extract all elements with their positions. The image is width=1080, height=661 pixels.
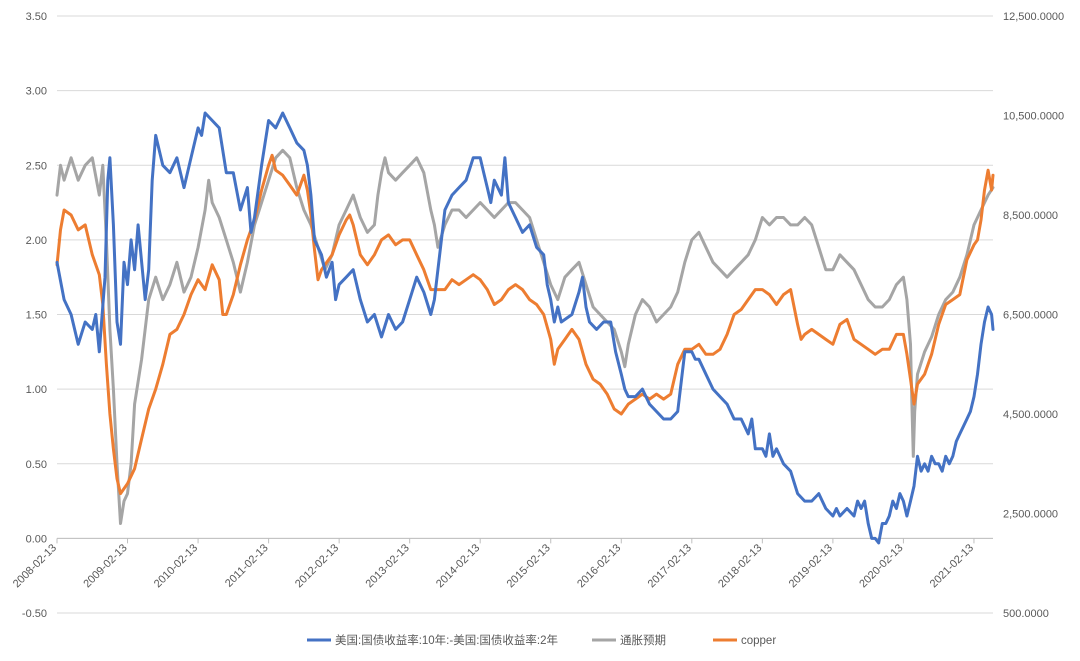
x-tick-label: 2013-02-13: [364, 542, 412, 590]
left-tick-label: 2.00: [26, 235, 47, 247]
x-tick-label: 2012-02-13: [293, 542, 341, 590]
x-tick-label: 2015-02-13: [505, 542, 553, 590]
series-lines: [55, 111, 995, 545]
right-tick-label: 2,500.0000: [1003, 509, 1058, 521]
series-line-0: [55, 111, 995, 545]
right-tick-label: 12,500.0000: [1003, 11, 1064, 23]
gridlines: [56, 15, 993, 614]
right-tick-label: 6,500.0000: [1003, 310, 1058, 322]
x-tick-label: 2008-02-13: [11, 542, 59, 590]
right-tick-label: 10,500.0000: [1003, 111, 1064, 123]
x-tick-label: 2019-02-13: [787, 542, 835, 590]
legend-label: 美国:国债收益率:10年:-美国:国债收益率:2年: [335, 633, 558, 647]
series-line-1: [55, 148, 995, 525]
x-axis-ticks: 2008-02-13 2009-02-13 2010-02-13 2011-02-13…: [11, 542, 976, 590]
left-axis-ticks: -0.50 0.00 0.50 1.00 1.50 2.00 2.50 3.00 3.50: [22, 11, 47, 620]
right-axis-ticks: 500.0000 2,500.0000 4,500.0000 6,500.0000 8,…: [1003, 11, 1064, 620]
x-tick-label: 2011-02-13: [223, 542, 271, 590]
left-tick-label: -0.50: [22, 608, 47, 620]
x-tick-label: 2020-02-13: [857, 542, 905, 590]
x-tick-label: 2021-02-13: [928, 542, 976, 590]
legend: 美国:国债收益率:10年:-美国:国债收益率:2年 通胀预期 copper: [307, 633, 776, 647]
right-tick-label: 8,500.0000: [1003, 210, 1058, 222]
left-tick-label: 1.50: [26, 310, 47, 322]
x-tick-label: 2009-02-13: [81, 542, 129, 590]
x-tick-label: 2016-02-13: [575, 542, 623, 590]
x-tick-label: 2018-02-13: [716, 542, 764, 590]
left-tick-label: 1.00: [26, 384, 47, 396]
x-tick-label: 2010-02-13: [152, 542, 200, 590]
right-tick-label: 500.0000: [1003, 608, 1049, 620]
left-tick-label: 3.00: [26, 86, 47, 98]
left-tick-label: 3.50: [26, 11, 47, 23]
left-tick-label: 2.50: [26, 160, 47, 172]
legend-label: 通胀预期: [620, 634, 666, 647]
x-tick-label: 2014-02-13: [434, 542, 482, 590]
left-tick-label: 0.50: [26, 459, 47, 471]
right-tick-label: 4,500.0000: [1003, 409, 1058, 421]
series-line-2: [55, 153, 995, 496]
left-tick-label: 0.00: [26, 533, 47, 545]
x-tick-label: 2017-02-13: [646, 542, 694, 590]
legend-label: copper: [741, 635, 776, 647]
